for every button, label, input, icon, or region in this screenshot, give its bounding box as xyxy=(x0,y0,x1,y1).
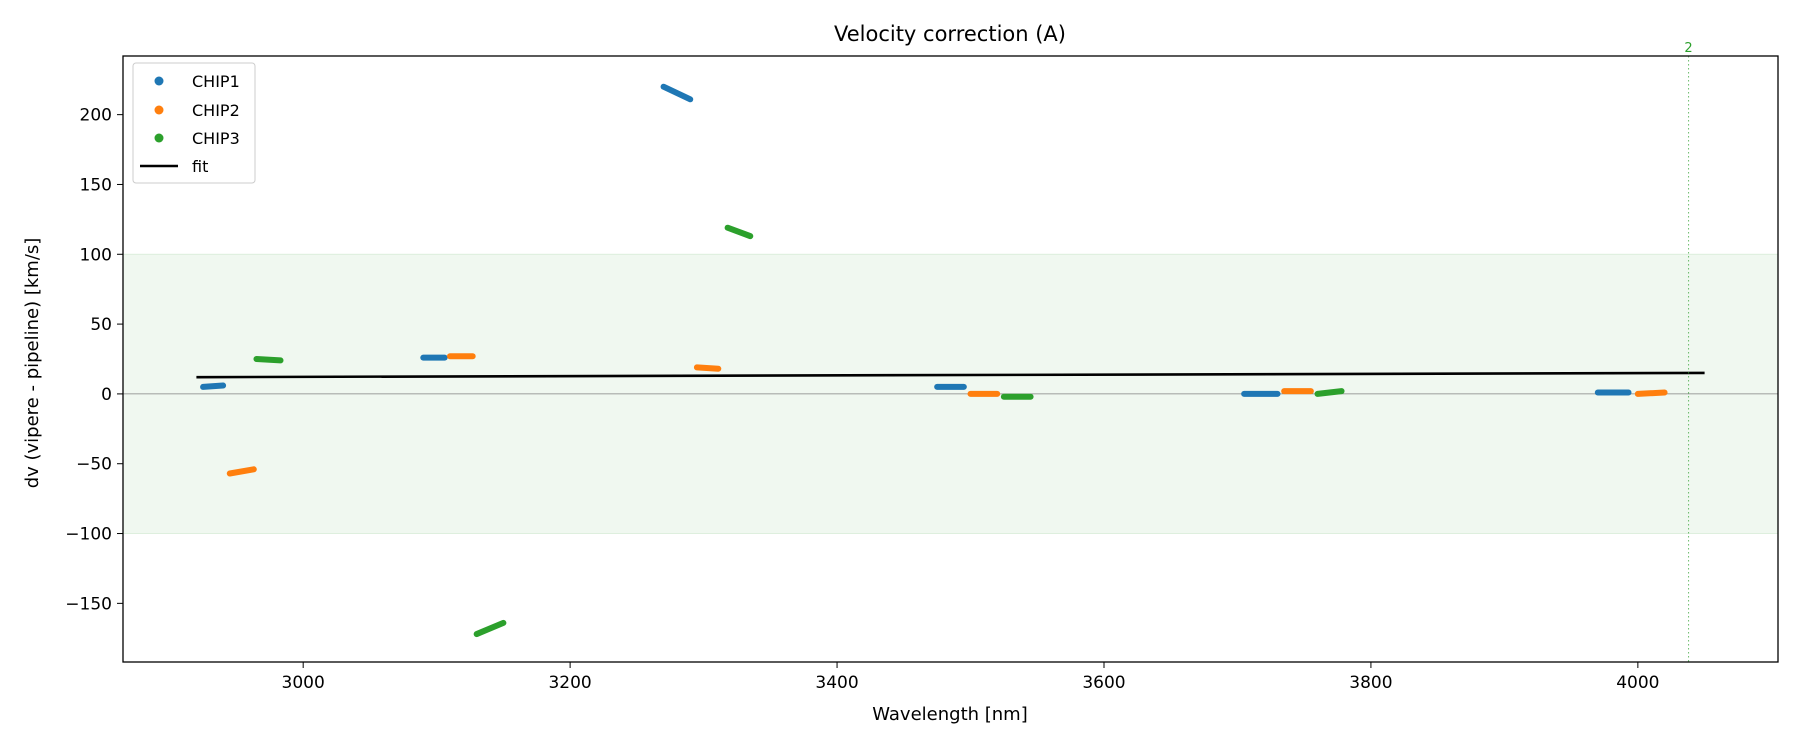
chip2-segment-3 xyxy=(693,364,722,372)
fit-line xyxy=(196,371,1705,379)
series-chip2 xyxy=(226,353,1668,477)
series-chip1 xyxy=(200,83,1632,397)
y-tick-label-50: 50 xyxy=(90,315,112,335)
chip2-segment-1 xyxy=(226,466,257,477)
legend-marker-chip1 xyxy=(154,76,164,86)
chip1-segment-3 xyxy=(660,83,694,103)
legend-marker-chip3 xyxy=(154,133,164,143)
y-tick-label-150: 150 xyxy=(80,175,112,195)
chip3-segment-3 xyxy=(724,224,754,240)
legend-label-chip3: CHIP3 xyxy=(192,129,240,148)
y-tick-label--50: −50 xyxy=(76,455,112,475)
legend-box xyxy=(132,62,256,184)
x-axis-label: Wavelength [nm] xyxy=(872,704,1028,725)
x-tick-label-3400: 3400 xyxy=(815,673,858,693)
x-tick-label-3800: 3800 xyxy=(1349,673,1392,693)
chip3-segment-2 xyxy=(473,619,507,638)
plot-area: 2 xyxy=(123,41,1778,662)
x-tick-label-3000: 3000 xyxy=(282,673,325,693)
legend-label-fit: fit xyxy=(192,157,208,176)
y-tick-label-0: 0 xyxy=(101,385,112,405)
x-tick-label-4000: 4000 xyxy=(1616,673,1659,693)
legend-marker-chip2 xyxy=(154,105,164,115)
chart-title: Velocity correction (A) xyxy=(834,22,1066,46)
legend: CHIP1 CHIP2 CHIP3 fit xyxy=(132,62,256,184)
y-tick-label--150: −150 xyxy=(65,594,112,614)
x-axis-ticks: 3000 3200 3400 3600 3800 4000 xyxy=(282,662,1659,693)
y-tick-label--100: −100 xyxy=(65,525,112,545)
chip3-segment-5 xyxy=(1314,388,1345,397)
y-tick-label-100: 100 xyxy=(80,245,112,265)
order-marker-label: 2 xyxy=(1684,41,1692,56)
y-tick-label-200: 200 xyxy=(80,106,112,126)
legend-label-chip2: CHIP2 xyxy=(192,101,240,120)
series-chip3 xyxy=(253,224,1345,638)
x-tick-label-3200: 3200 xyxy=(548,673,591,693)
plot-frame xyxy=(122,55,1779,663)
y-axis-label: dv (vipere - pipeline) [km/s] xyxy=(22,238,43,489)
chip1-segment-1 xyxy=(200,382,227,390)
y-axis-ticks: −150 −100 −50 0 50 100 150 200 xyxy=(65,106,123,614)
chip2-segment-6 xyxy=(1634,389,1668,397)
chip3-segment-1 xyxy=(253,356,284,364)
legend-label-chip1: CHIP1 xyxy=(192,72,240,91)
x-tick-label-3600: 3600 xyxy=(1082,673,1125,693)
